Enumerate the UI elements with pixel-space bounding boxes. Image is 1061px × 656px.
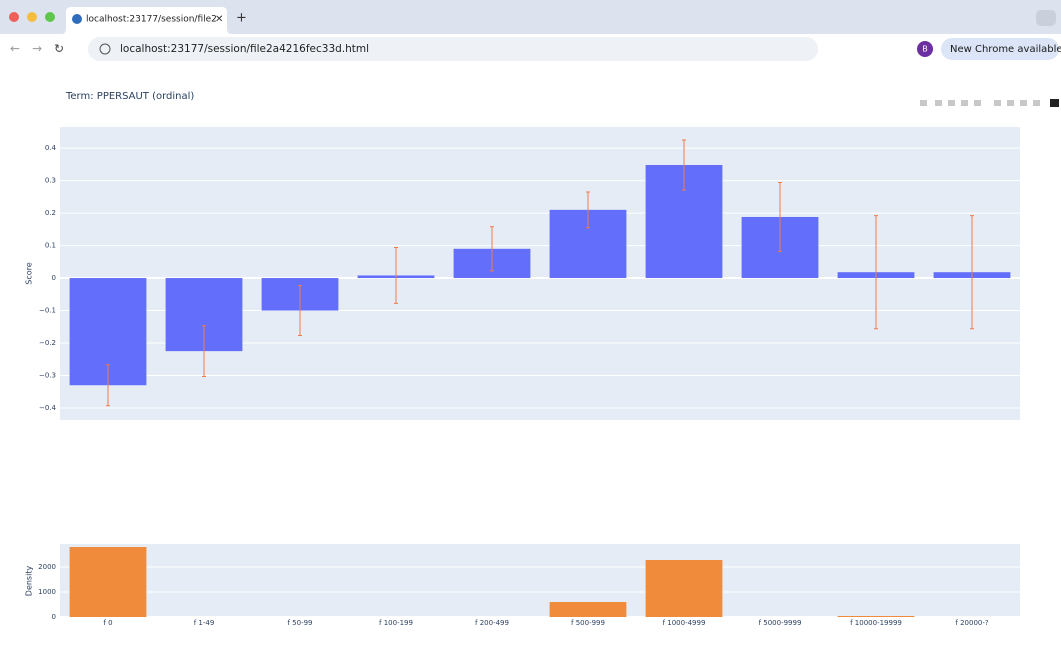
tab-menu[interactable] [1036,10,1056,26]
min-dot[interactable] [27,12,37,22]
bar [69,547,147,617]
tab-title: localhost:23177/session/file2 [86,15,217,25]
url: localhost:23177/session/file2a4216fec33d… [120,43,369,55]
y-axis-label: Score [25,262,34,284]
x-tick-label: f 20000-? [955,619,988,627]
y-tick-label: −0.2 [39,339,56,347]
y-tick-label: 0.1 [45,242,56,250]
back[interactable]: ← [10,42,20,56]
error-bar [106,364,110,407]
x-tick-label: f 10000-19999 [850,619,902,627]
bar [645,560,723,617]
error-bar [394,247,398,304]
y-tick-label: 0.3 [45,177,56,185]
error-bar [874,215,878,330]
bar [837,616,915,617]
y-tick-label: 0 [52,274,56,282]
reload[interactable]: ↻ [54,42,64,56]
x-tick-label: f 1000-4999 [663,619,706,627]
bar [549,602,627,617]
y-tick-label: 1000 [38,588,56,596]
modebar-button[interactable] [974,100,981,106]
y-tick-label: 2000 [38,563,56,571]
error-bar [586,191,590,229]
x-tick-label: f 1-49 [194,619,215,627]
error-bar [970,215,974,330]
omnibox[interactable] [88,37,818,61]
y-tick-label: −0.3 [39,371,56,379]
x-tick-label: f 500-999 [571,619,605,627]
favicon [72,14,82,24]
error-bar [202,325,206,377]
modebar-button[interactable] [948,100,955,106]
update-text: New Chrome available [950,44,1061,55]
y-axis-label: Density [25,566,34,597]
tab[interactable] [62,7,231,34]
error-bar [298,285,302,337]
modebar-button[interactable] [920,100,927,106]
close-dot[interactable] [9,12,19,22]
error-bar [778,182,782,252]
modebar-button[interactable] [935,100,942,106]
x-tick-label: f 100-199 [379,619,413,627]
x-tick-label: f 50-99 [287,619,312,627]
x-tick-label: f 5000-9999 [759,619,802,627]
y-tick-label: 0.4 [45,144,57,152]
modebar-button[interactable] [1033,100,1040,106]
forward[interactable]: → [32,42,42,56]
new-tab[interactable]: + [236,11,247,26]
avatar[interactable] [917,41,933,57]
update-button[interactable] [941,38,1059,60]
y-tick-label: −0.1 [39,307,56,315]
chart-title: Term: PPERSAUT (ordinal) [65,91,194,102]
plotly-logo[interactable] [1050,99,1059,107]
site-info[interactable] [99,43,111,55]
error-bar [490,226,494,272]
modebar [920,99,1059,107]
avatar-letter: B [922,45,928,54]
y-tick-label: −0.4 [39,404,57,412]
x-tick-label: f 0 [103,619,112,627]
x-tick-label: f 200-499 [475,619,509,627]
y-tick-label: 0.2 [45,209,56,217]
error-bar [682,139,686,191]
modebar-button[interactable] [1007,100,1014,106]
modebar-button[interactable] [994,100,1001,106]
tab-close[interactable]: ✕ [215,14,223,25]
plot-area [60,544,1020,618]
max-dot[interactable] [45,12,55,22]
modebar-button[interactable] [961,100,968,106]
y-tick-label: 0 [52,613,56,621]
modebar-button[interactable] [1020,100,1027,106]
